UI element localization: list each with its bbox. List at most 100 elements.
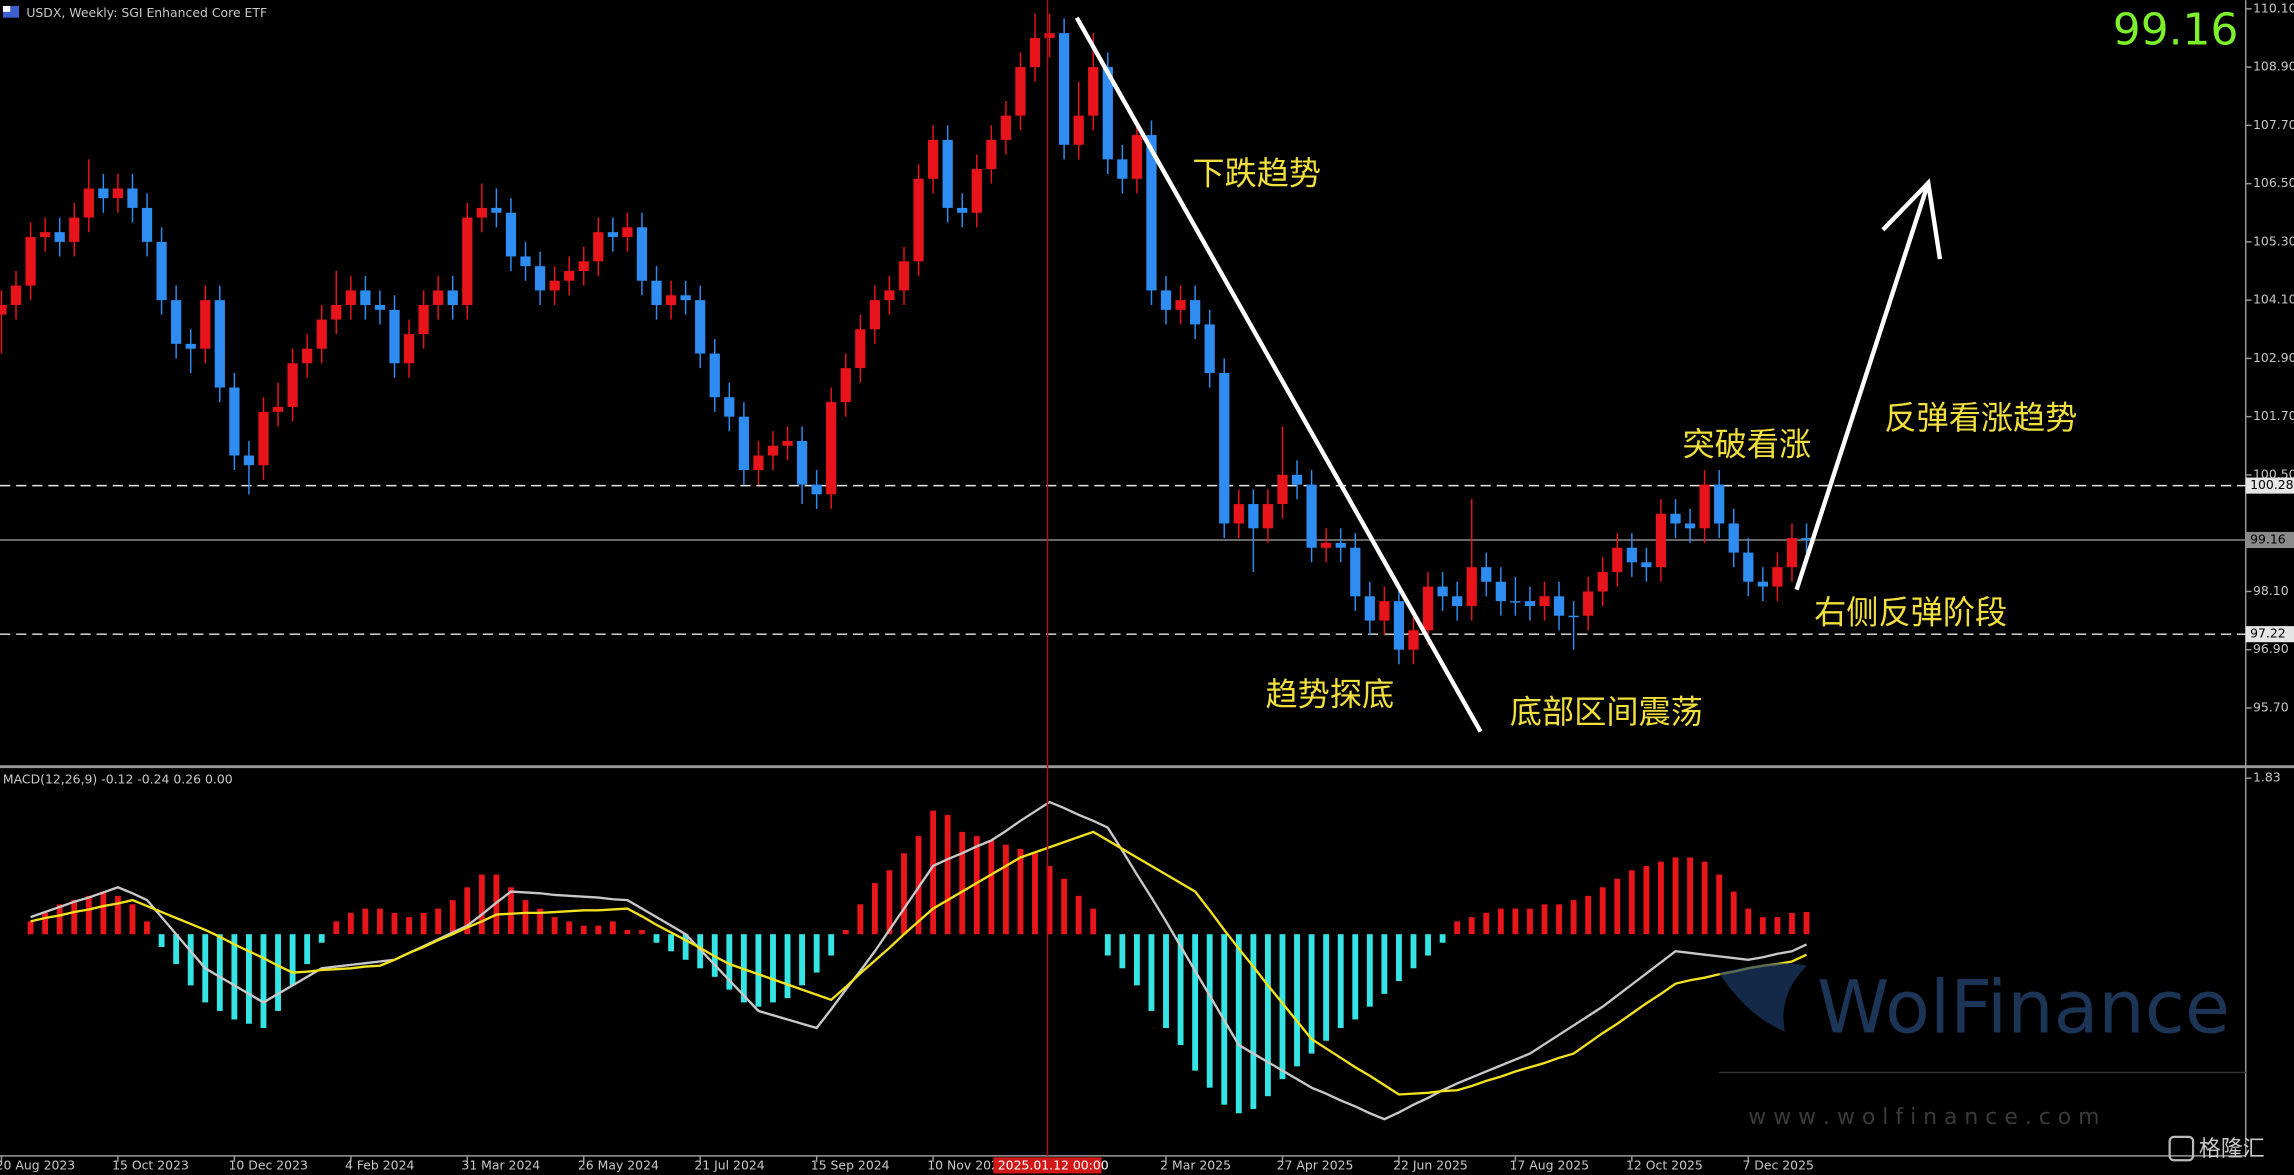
macd-histogram-bar [813,934,820,973]
annotation: 趋势探底 [1266,675,1395,713]
macd-histogram-bar [362,908,369,935]
candle-body [1481,567,1492,582]
candle-body [578,261,589,272]
candle-body [1466,567,1477,607]
macd-histogram-bar [508,887,514,935]
candle-body [898,261,910,291]
annotation: 右侧反弹阶段 [1814,594,2007,632]
y-tick-label: 98.10 [2253,583,2289,598]
y-tick-label: 1.83 [2253,770,2281,785]
candle-body [593,232,604,262]
candle-body [1364,596,1375,621]
macd-histogram-bar [595,925,602,935]
macd-histogram-bar [1570,900,1577,935]
candle-body [1728,523,1739,553]
candle-body [607,232,618,238]
candle-body [214,300,225,388]
x-tick-label: 27 Apr 2025 [1277,1158,1354,1173]
candle-body [724,397,735,417]
x-tick-label: 15 Oct 2023 [112,1158,189,1173]
x-tick-label: 2 Mar 2025 [1160,1158,1231,1173]
y-tick-label: 106.50 [2253,175,2294,190]
candle-body [1291,474,1303,485]
macd-histogram-bar [1381,934,1388,994]
macd-histogram-bar [1337,934,1344,1028]
macd-histogram-bar [1002,844,1009,935]
x-tick-label: 21 Jul 2024 [694,1158,764,1173]
candle-body [1262,504,1274,529]
macd-histogram-bar [449,900,456,935]
candle-body [855,329,866,369]
macd-histogram-bar [1701,861,1708,935]
macd-histogram-bar [871,883,878,935]
macd-title: MACD(12,26,9) -0.12 -0.24 0.26 0.00 [3,771,233,786]
candle-body [1626,547,1637,563]
macd-histogram-bar [129,904,136,935]
macd-histogram-bar [246,934,252,1024]
candle-body [1772,567,1783,587]
candle-body [229,387,240,456]
candle-body [1175,300,1186,310]
candle-body [840,368,851,403]
candle-body [1000,115,1012,140]
macd-histogram-bar [1032,853,1038,935]
macd-histogram-bar [1061,878,1068,935]
annotation: 下跌趋势 [1192,155,1321,193]
macd-histogram-bar [1658,861,1664,935]
candle-body [767,445,779,456]
candle-body [25,237,36,286]
candle-body [389,309,400,364]
macd-histogram-bar [333,921,340,935]
macd-histogram-bar [1396,934,1402,982]
macd-histogram-bar [770,934,776,1003]
candle-body [695,300,706,354]
candle-body [200,300,211,349]
candle-body [1670,513,1681,524]
candle-body [112,188,124,199]
macd-histogram-bar [42,912,49,935]
candle-body [520,256,531,267]
candle-body [1102,67,1113,160]
macd-histogram-bar [1075,895,1082,935]
macd-histogram-bar [1803,912,1810,935]
macd-histogram-bar [1410,934,1417,969]
y-tick-label: 104.10 [2253,292,2294,307]
candle-body [1684,523,1696,529]
macd-histogram-bar [1366,934,1373,1007]
macd-histogram-bar [857,904,864,935]
candle-body [1015,67,1026,116]
candle-body [680,295,691,301]
candle-body [1524,601,1536,607]
x-tick-label: 26 May 2024 [578,1158,659,1173]
crosshair-tag [993,1157,1102,1174]
macd-histogram-bar [1192,934,1199,1071]
candle-body [141,207,153,242]
macd-histogram-bar [755,934,762,1007]
macd-histogram-bar [1468,917,1475,935]
candle-body [709,353,720,398]
y-tick-label: 95.70 [2253,699,2289,714]
macd-histogram-bar [1235,934,1242,1114]
candle-body [1612,547,1623,573]
candle-body [243,455,255,466]
macd-histogram-bar [1352,934,1359,1020]
candle-body [98,188,109,199]
candle-body [491,207,502,213]
macd-histogram-bar [1672,857,1679,935]
annotation: 突破看涨 [1682,425,1811,463]
macd-histogram-bar [828,934,835,956]
flag-icon-part [2,5,11,12]
macd-histogram-bar [930,810,937,935]
macd-histogram-bar [260,934,267,1028]
macd-histogram-bar [1439,934,1446,943]
macd-histogram-bar [1133,934,1140,986]
macd-histogram-bar [1264,934,1271,1097]
macd-histogram-bar [420,912,427,935]
candle-body [782,440,793,446]
macd-line [30,800,1808,1121]
watermark-logo [1719,963,1807,1032]
candle-body [1379,601,1390,621]
macd-histogram-bar [668,934,675,952]
macd-histogram-bar [478,874,485,935]
